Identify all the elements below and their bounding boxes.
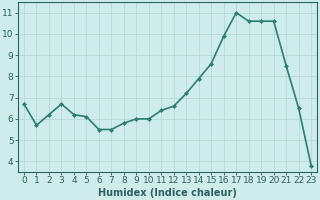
X-axis label: Humidex (Indice chaleur): Humidex (Indice chaleur): [98, 188, 237, 198]
